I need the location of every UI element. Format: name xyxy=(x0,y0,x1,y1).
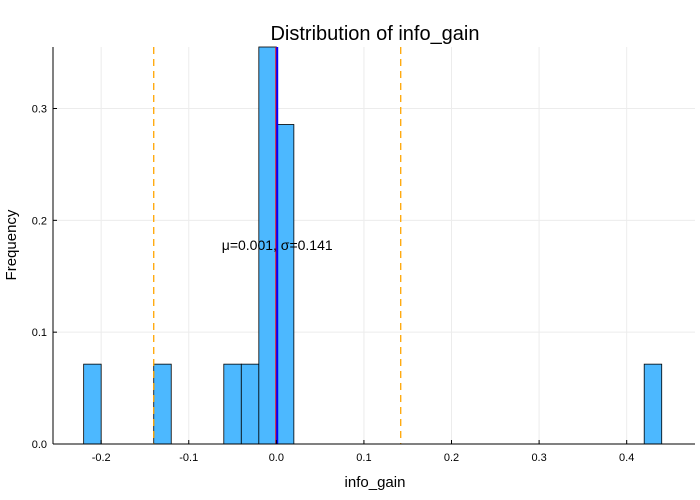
y-tick-label: 0.1 xyxy=(32,327,47,339)
stats-annotation: μ=0.001, σ=0.141 xyxy=(222,237,333,253)
x-tick-label: 0.0 xyxy=(269,452,284,464)
x-tick-label: -0.1 xyxy=(179,452,198,464)
chart-title: Distribution of info_gain xyxy=(270,23,479,45)
histogram-bar xyxy=(240,363,260,445)
reference-lines-layer xyxy=(153,47,402,444)
x-axis-title: info_gain xyxy=(345,474,406,491)
histogram-bar xyxy=(83,363,102,445)
bars-layer xyxy=(83,46,663,445)
y-tick-label: 0.3 xyxy=(32,104,47,116)
ticks-layer: -0.2 -0.1 0.0 0.1 0.2 0.3 0.4 0.0 0.1 0.2 0.3 xyxy=(32,104,635,464)
grid-layer xyxy=(53,47,695,445)
x-tick-label: 0.1 xyxy=(356,452,371,464)
y-axis-title: Frequency xyxy=(3,209,20,280)
x-tick-label: 0.3 xyxy=(531,452,546,464)
y-tick-label: 0.0 xyxy=(32,439,47,451)
histogram-bar xyxy=(153,363,172,445)
x-tick-label: 0.4 xyxy=(619,452,634,464)
x-tick-label: -0.2 xyxy=(92,452,111,464)
histogram-bar xyxy=(223,363,242,445)
histogram-bar xyxy=(275,124,295,445)
x-tick-label: 0.2 xyxy=(444,452,459,464)
y-tick-label: 0.2 xyxy=(32,215,47,227)
axes-layer xyxy=(52,47,695,445)
histogram-bar xyxy=(643,363,663,445)
